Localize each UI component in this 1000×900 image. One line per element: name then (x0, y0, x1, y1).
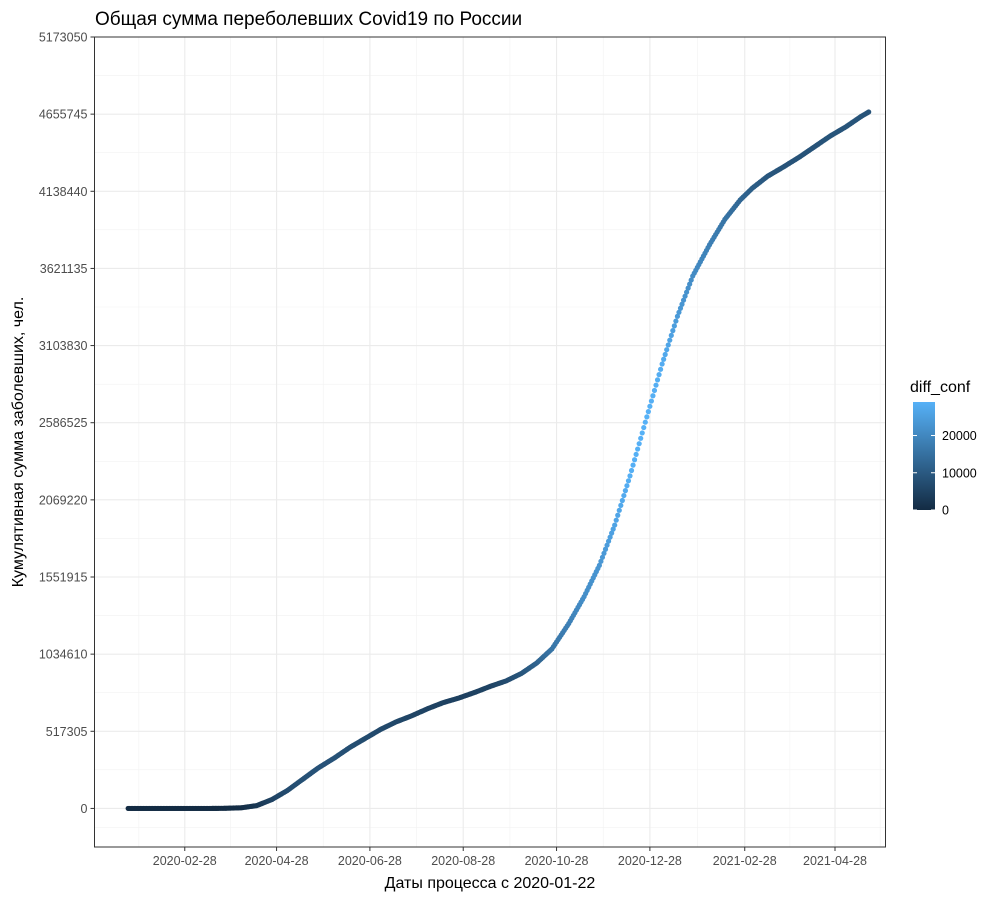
data-points (125, 109, 872, 812)
x-axis: 2020-02-28 2020-04-28 2020-06-28 2020-08-28… (153, 847, 867, 868)
legend-title: diff_conf (910, 379, 971, 396)
data-point (618, 502, 624, 509)
panel-background (94, 37, 886, 847)
data-point (659, 361, 665, 367)
data-point (685, 285, 691, 291)
y-tick-label: 1034610 (39, 648, 88, 662)
x-tick-label: 2020-04-28 (245, 854, 309, 868)
data-point (656, 372, 662, 378)
data-point (670, 328, 676, 334)
plot-panel (94, 36, 886, 848)
y-tick-label: 4655745 (39, 108, 88, 122)
data-point (622, 488, 629, 494)
data-point (604, 542, 610, 548)
data-point (665, 342, 671, 348)
data-point (599, 554, 606, 560)
data-point (680, 297, 687, 303)
data-point (682, 293, 688, 299)
x-tick-label: 2020-08-28 (431, 854, 495, 868)
data-point (621, 492, 627, 499)
x-tick-label: 2021-02-28 (713, 854, 777, 868)
legend-tick-label: 0 (942, 504, 949, 518)
data-point (688, 277, 694, 283)
data-point (684, 289, 690, 295)
data-point (598, 558, 604, 564)
legend-tick-label: 10000 (942, 466, 977, 480)
chart-title: Общая сумма переболевших Covid19 по Росс… (95, 9, 522, 30)
data-point (664, 347, 670, 353)
y-axis: 0 517305 1034610 1551915 2069220 2586525 31038… (39, 31, 95, 816)
data-point (644, 414, 650, 420)
legend-tick-label: 20000 (942, 429, 977, 443)
data-point (596, 562, 602, 568)
data-point (627, 473, 633, 479)
y-tick-label: 5173050 (39, 31, 88, 45)
data-point (662, 351, 668, 358)
data-point (631, 457, 638, 463)
data-point (651, 387, 658, 394)
x-tick-label: 2020-12-28 (618, 854, 682, 868)
legend: diff_conf 0 10000 20000 (910, 379, 977, 518)
x-tick-label: 2020-06-28 (338, 854, 402, 868)
data-point (645, 409, 651, 415)
data-point (677, 305, 684, 311)
data-point (661, 356, 667, 362)
data-point (687, 281, 693, 287)
x-tick-label: 2020-10-28 (525, 854, 589, 868)
data-point (866, 109, 872, 115)
data-point (613, 517, 619, 523)
data-point (676, 309, 682, 315)
data-point (607, 534, 613, 540)
data-point (616, 507, 622, 513)
y-tick-label: 3103830 (39, 339, 88, 353)
data-point (642, 419, 648, 425)
data-point (671, 323, 677, 329)
data-point (636, 441, 642, 447)
panel-border (94, 36, 886, 848)
legend-ticks: 0 10000 20000 (913, 429, 977, 518)
data-point (625, 478, 632, 484)
data-point (612, 522, 618, 528)
x-tick-label: 2021-04-28 (803, 854, 867, 868)
y-tick-label: 3621135 (40, 262, 88, 276)
data-point (650, 393, 656, 399)
y-tick-label: 517305 (46, 725, 88, 739)
y-axis-title: Кумулятивная сумма заболевших, чел. (10, 297, 27, 588)
y-tick-label: 0 (81, 802, 88, 816)
data-point (674, 313, 681, 319)
data-point (668, 332, 674, 339)
y-tick-label: 1551915 (39, 570, 88, 584)
data-point (628, 467, 635, 474)
data-point (667, 337, 673, 343)
x-tick-label: 2020-02-28 (153, 854, 217, 868)
data-point (647, 403, 653, 409)
data-point (619, 497, 625, 504)
data-point (653, 382, 659, 388)
data-point (615, 512, 621, 518)
data-point (648, 398, 655, 404)
data-point (602, 546, 609, 552)
y-tick-label: 4138440 (39, 185, 88, 199)
data-point (601, 550, 607, 556)
minor-gridlines (94, 37, 886, 847)
y-tick-label: 2586525 (39, 416, 88, 430)
data-point (638, 435, 644, 441)
data-point (630, 462, 636, 468)
x-axis-title: Даты процесса с 2020-01-22 (385, 875, 596, 892)
y-tick-label: 2069220 (39, 493, 88, 507)
data-point (673, 318, 679, 324)
data-point (639, 430, 645, 436)
data-point (654, 377, 661, 383)
data-point (609, 530, 615, 536)
data-point (624, 483, 630, 489)
data-point (633, 451, 639, 458)
data-point (610, 526, 616, 532)
data-point (605, 538, 612, 544)
data-point (641, 424, 647, 431)
data-point (657, 366, 664, 372)
legend-colorbar (913, 402, 935, 510)
data-point (679, 301, 685, 307)
data-point (635, 446, 641, 452)
